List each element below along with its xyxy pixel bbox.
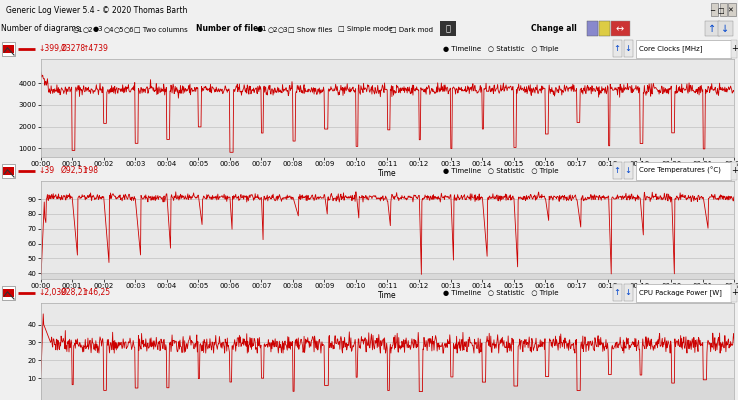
Text: ● Timeline   ○ Statistic   ○ Triple: ● Timeline ○ Statistic ○ Triple (443, 168, 559, 174)
Text: ↑: ↑ (708, 24, 717, 34)
Text: ↑: ↑ (613, 288, 621, 297)
Bar (2, 164, 15, 178)
Text: +: + (731, 166, 738, 175)
Bar (41, 148, 734, 157)
Bar (731, 40, 737, 58)
Text: ○6: ○6 (124, 26, 134, 32)
Text: ● Timeline   ○ Statistic   ○ Triple: ● Timeline ○ Statistic ○ Triple (443, 290, 559, 296)
Text: Ø28,21: Ø28,21 (61, 288, 88, 297)
Text: □ Dark mod: □ Dark mod (390, 26, 432, 32)
X-axis label: Time: Time (378, 169, 397, 178)
Text: ↑46,25: ↑46,25 (83, 288, 111, 297)
Text: ↑98: ↑98 (83, 166, 99, 175)
Text: ↑4739: ↑4739 (83, 44, 108, 53)
Text: ↑: ↑ (613, 44, 621, 53)
Bar (624, 284, 633, 301)
Text: ↔: ↔ (615, 24, 624, 34)
Text: Number of files: Number of files (196, 24, 262, 33)
Text: □ Two columns: □ Two columns (134, 26, 188, 32)
Text: ↓39: ↓39 (38, 166, 55, 175)
Bar (587, 21, 598, 36)
Text: □ Show files: □ Show files (288, 26, 332, 32)
Text: ● Timeline   ○ Statistic   ○ Triple: ● Timeline ○ Statistic ○ Triple (443, 46, 559, 52)
Text: ○2: ○2 (83, 26, 93, 32)
Text: ↓: ↓ (624, 44, 632, 53)
Bar (731, 162, 737, 180)
Bar (624, 162, 633, 179)
Text: ↓: ↓ (624, 288, 632, 297)
Text: ─: ─ (710, 8, 714, 14)
Text: Number of diagrams: Number of diagrams (1, 24, 80, 33)
Text: ○3: ○3 (277, 26, 288, 32)
Text: ○1: ○1 (72, 26, 83, 32)
Bar (731, 284, 737, 302)
Text: Ø92,51: Ø92,51 (61, 166, 88, 175)
Text: Generic Log Viewer 5.4 - © 2020 Thomas Barth: Generic Log Viewer 5.4 - © 2020 Thomas B… (6, 6, 187, 15)
X-axis label: Time: Time (378, 291, 397, 300)
Bar (613, 284, 622, 301)
Bar (2, 286, 15, 300)
Text: Ø3278: Ø3278 (61, 44, 86, 53)
Bar (705, 21, 720, 36)
Text: ↓: ↓ (624, 166, 632, 175)
Bar (611, 21, 630, 36)
Bar (636, 162, 731, 180)
Bar (728, 3, 736, 16)
Text: ●1: ●1 (257, 26, 267, 32)
FancyArrow shape (3, 167, 14, 175)
Bar (440, 21, 456, 36)
Bar (613, 162, 622, 179)
Text: 📷: 📷 (446, 24, 450, 33)
Text: +: + (731, 288, 738, 297)
Text: ○2: ○2 (267, 26, 277, 32)
Bar (711, 3, 718, 16)
FancyArrow shape (3, 289, 14, 297)
Text: +: + (731, 44, 738, 53)
Text: Core Clocks [MHz]: Core Clocks [MHz] (639, 46, 703, 52)
Bar (636, 284, 731, 302)
Text: ●3: ●3 (93, 26, 103, 32)
Bar (613, 40, 622, 57)
Text: ↓2,039: ↓2,039 (38, 288, 66, 297)
Bar (624, 40, 633, 57)
Text: Change all: Change all (531, 24, 577, 33)
FancyArrow shape (3, 45, 14, 53)
Text: □: □ (718, 8, 724, 14)
Bar (41, 273, 734, 279)
Bar (718, 21, 733, 36)
Bar (599, 21, 610, 36)
Text: ✕: ✕ (727, 8, 733, 14)
Text: ↓399,1: ↓399,1 (38, 44, 66, 53)
Text: CPU Package Power [W]: CPU Package Power [W] (639, 290, 722, 296)
Text: Core Temperatures (°C): Core Temperatures (°C) (639, 167, 721, 174)
Bar (41, 378, 734, 400)
Text: ↓: ↓ (721, 24, 730, 34)
Text: □ Simple mode: □ Simple mode (338, 26, 393, 32)
Bar (720, 3, 727, 16)
Text: ○5: ○5 (114, 26, 124, 32)
Text: ↑: ↑ (613, 166, 621, 175)
Text: ○4: ○4 (103, 26, 114, 32)
Bar (636, 40, 731, 58)
Bar (2, 42, 15, 56)
